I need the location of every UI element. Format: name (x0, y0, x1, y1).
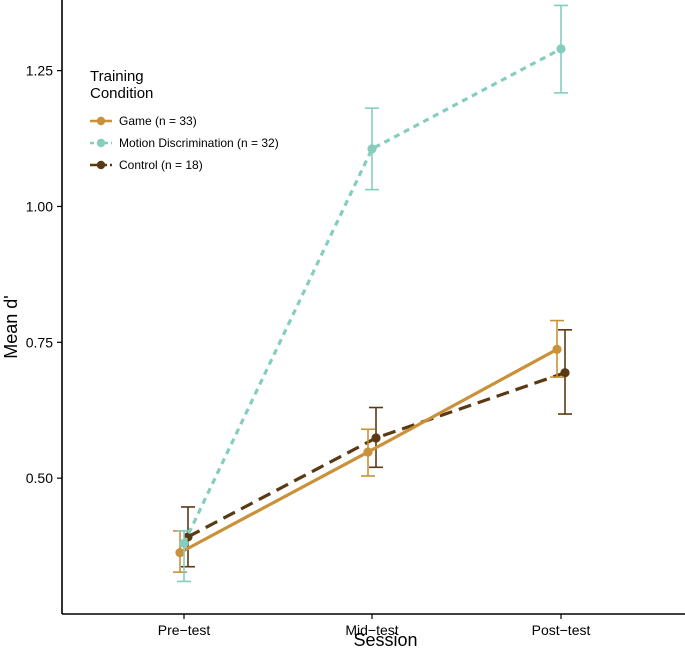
legend-title-line-1: Training (90, 68, 144, 85)
x-axis-title: Session (353, 630, 417, 650)
data-point (363, 447, 373, 457)
y-axis-title: Mean d' (1, 295, 21, 358)
legend-key-point (96, 160, 106, 170)
data-point (175, 548, 185, 558)
legend-key-point (96, 116, 106, 126)
data-point (552, 344, 562, 354)
y-tick-label: 0.50 (26, 470, 53, 486)
legend-title-line-2: Condition (90, 85, 153, 102)
data-point (179, 538, 189, 548)
y-tick-label: 1.25 (26, 63, 53, 79)
x-tick-label: Pre−test (158, 622, 211, 638)
series-layer (173, 4, 572, 583)
y-tick-label: 0.75 (26, 334, 53, 350)
legend-entry-label: Game (n = 33) (119, 114, 197, 128)
data-point (556, 44, 566, 54)
legend-entry-label: Motion Discrimination (n = 32) (119, 136, 279, 150)
legend-entry-label: Control (n = 18) (119, 158, 203, 172)
x-tick-label: Post−test (532, 622, 591, 638)
data-point (560, 368, 570, 378)
data-point (371, 433, 381, 443)
x-tick-label: Mid−test (345, 622, 398, 638)
y-tick-label: 1.00 (26, 198, 53, 214)
series-game (173, 319, 564, 573)
series-motion-discrimination (177, 4, 568, 583)
series-line (182, 47, 562, 545)
axes: 0.50 0.75 1.00 1.25 Pre−test Mid−test Post−tes… (26, 0, 685, 638)
data-point (367, 144, 377, 154)
legend-key-point (96, 138, 106, 148)
